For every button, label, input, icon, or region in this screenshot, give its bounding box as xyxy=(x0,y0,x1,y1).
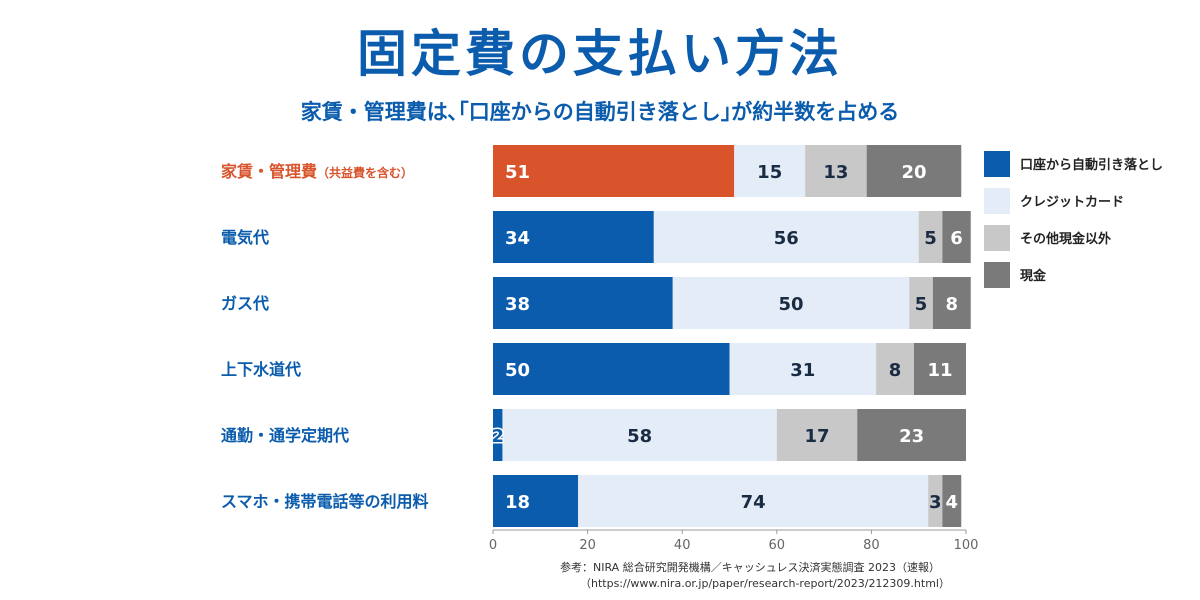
data-label: 50 xyxy=(505,360,530,381)
bar-segment xyxy=(857,409,966,461)
bar-segment xyxy=(493,409,503,461)
data-label: 20 xyxy=(901,162,926,183)
bar-segment xyxy=(734,145,806,197)
legend-swatch xyxy=(984,261,1010,288)
x-tick-label: 40 xyxy=(674,538,691,553)
bar-segment xyxy=(493,211,654,263)
data-label: 23 xyxy=(899,426,924,447)
legend-swatch xyxy=(984,187,1010,214)
legend-swatch xyxy=(984,150,1010,177)
bar-segment xyxy=(876,343,914,395)
bar-segment xyxy=(932,277,971,329)
data-label: 18 xyxy=(505,492,530,513)
bar-segment xyxy=(942,211,971,263)
x-tick-label: 100 xyxy=(954,538,979,553)
legend-label: クレジットカード xyxy=(1020,195,1125,210)
data-label: 74 xyxy=(741,492,766,513)
bar-segment xyxy=(493,343,730,395)
data-label: 34 xyxy=(505,228,530,249)
data-label: 5 xyxy=(915,294,928,315)
legend-label: 口座から自動引き落とし xyxy=(1020,158,1164,173)
x-tick-label: 60 xyxy=(769,538,786,553)
data-label: 56 xyxy=(774,228,799,249)
data-label: 11 xyxy=(927,360,952,381)
legend-item: 現金 xyxy=(984,256,1163,293)
data-label: 2 xyxy=(491,426,504,447)
bar-segment xyxy=(776,409,858,461)
legend-item: その他現金以外 xyxy=(984,219,1163,256)
bar-segment xyxy=(928,475,943,527)
data-label: 51 xyxy=(505,162,530,183)
bar-segment xyxy=(493,145,735,197)
bar-segment xyxy=(653,211,919,263)
legend-item: 口座から自動引き落とし xyxy=(984,145,1163,182)
bar-segment xyxy=(918,211,943,263)
legend-swatch xyxy=(984,224,1010,251)
legend-label: その他現金以外 xyxy=(1020,232,1112,247)
bar-segment xyxy=(805,145,867,197)
data-label: 8 xyxy=(889,360,902,381)
source-line-2: （https://www.nira.or.jp/paper/research-r… xyxy=(580,577,950,590)
bar-segment xyxy=(942,475,962,527)
category-label: 家賃・管理費（共益費を含む） xyxy=(221,162,413,181)
bar-segment xyxy=(493,277,673,329)
data-label: 38 xyxy=(505,294,530,315)
legend-item: クレジットカード xyxy=(984,182,1163,219)
data-label: 15 xyxy=(757,162,782,183)
x-tick-label: 0 xyxy=(489,538,497,553)
data-label: 13 xyxy=(823,162,848,183)
data-label: 4 xyxy=(946,492,959,513)
x-tick-label: 80 xyxy=(863,538,880,553)
x-tick-label: 20 xyxy=(579,538,596,553)
data-label: 17 xyxy=(804,426,829,447)
data-label: 6 xyxy=(950,228,963,249)
category-label: 上下水道代 xyxy=(221,360,301,379)
source-line-1: 参考：NIRA 総合研究開発機構／キャッシュレス決済実態調査 2023（速報） xyxy=(560,561,940,574)
bar-segment xyxy=(729,343,877,395)
data-label: 8 xyxy=(946,294,959,315)
category-label: ガス代 xyxy=(221,294,269,313)
data-label: 50 xyxy=(778,294,803,315)
category-label: スマホ・携帯電話等の利用料 xyxy=(221,492,429,511)
category-label: 通勤・通学定期代 xyxy=(221,426,349,445)
bar-segment xyxy=(672,277,910,329)
chart-title: 固定費の支払い方法 xyxy=(357,25,843,83)
data-label: 3 xyxy=(929,492,942,513)
category-label: 電気代 xyxy=(221,228,269,247)
bar-segment xyxy=(502,409,777,461)
chart-subtitle: 家賃・管理費は､｢口座からの自動引き落とし｣が約半数を占める xyxy=(300,100,900,124)
legend: 口座から自動引き落とし クレジットカード その他現金以外 現金 xyxy=(984,145,1163,293)
legend-label: 現金 xyxy=(1020,269,1047,284)
data-label: 31 xyxy=(790,360,815,381)
bar-segment xyxy=(578,475,929,527)
source-note: 参考：NIRA 総合研究開発機構／キャッシュレス決済実態調査 2023（速報） … xyxy=(560,560,965,592)
data-label: 58 xyxy=(627,426,652,447)
data-label: 5 xyxy=(924,228,937,249)
bar-segment xyxy=(866,145,962,197)
bar-segment xyxy=(909,277,933,329)
bar-segment xyxy=(913,343,966,395)
bar-segment xyxy=(493,475,579,527)
